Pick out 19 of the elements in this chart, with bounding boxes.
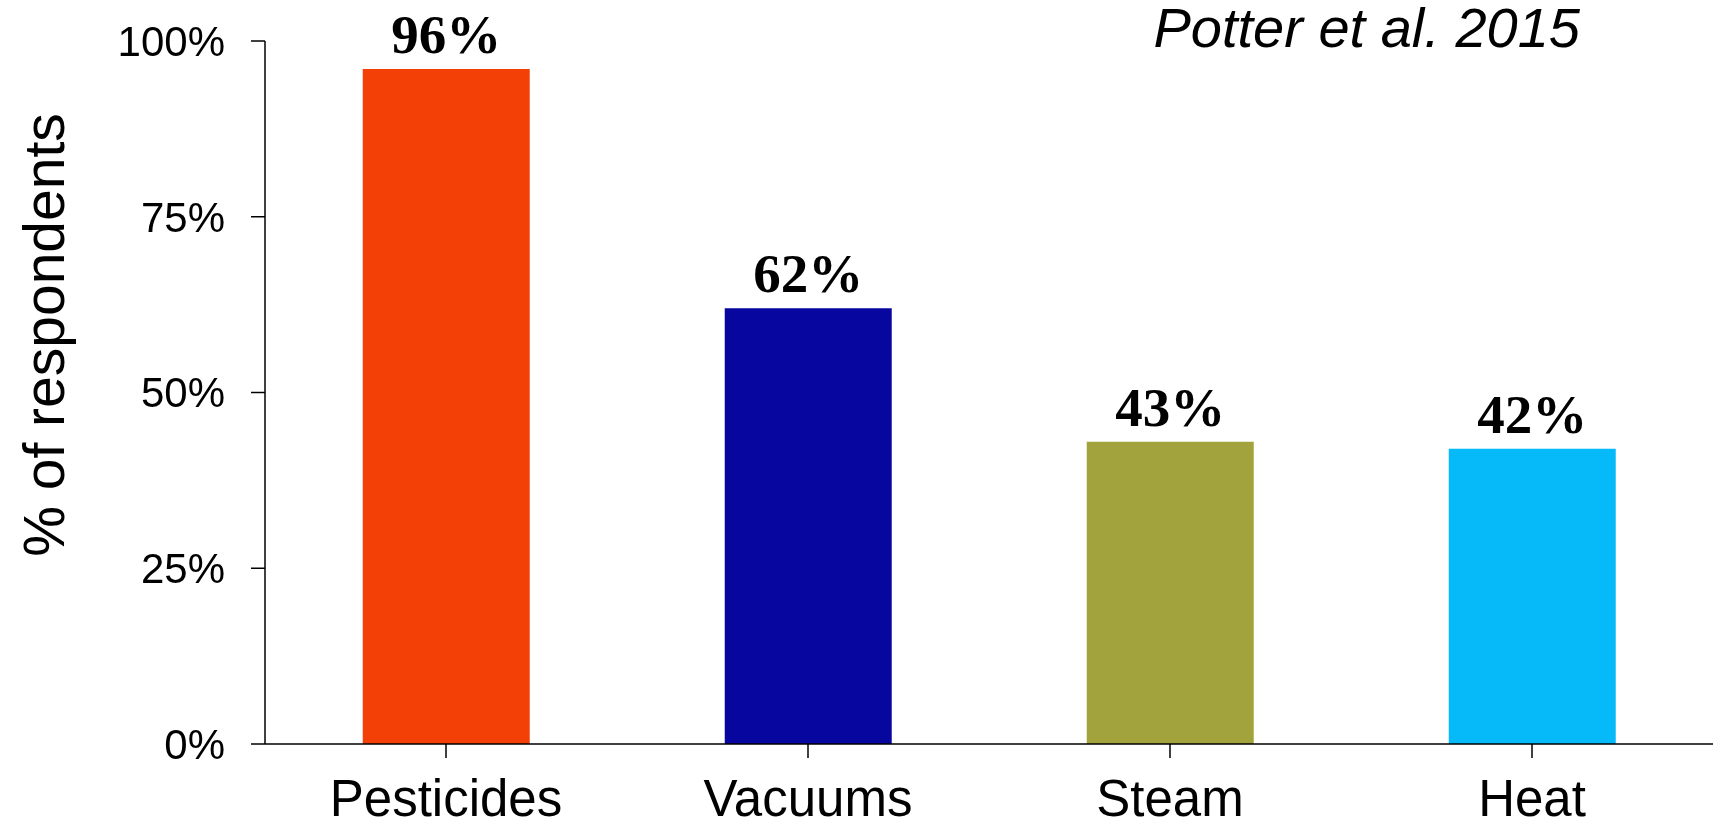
- data-label: 42%: [1477, 383, 1588, 445]
- y-tick-label: 50%: [140, 369, 225, 417]
- x-tick-label: Heat: [1478, 770, 1586, 828]
- y-axis-title: % of respondents: [12, 113, 76, 557]
- bar: [362, 69, 530, 744]
- y-tick-label: 25%: [140, 545, 225, 593]
- y-tick-label: 100%: [117, 17, 225, 65]
- x-tick-label: Pesticides: [329, 770, 563, 828]
- y-tick-label: 75%: [140, 193, 225, 241]
- data-label: 62%: [753, 243, 864, 305]
- bar: [1448, 448, 1616, 744]
- data-label: 43%: [1115, 376, 1226, 438]
- x-tick-label: Steam: [1096, 770, 1244, 828]
- y-tick-label: 0%: [164, 720, 225, 768]
- bar: [724, 308, 892, 744]
- data-label: 96%: [391, 4, 502, 66]
- x-tick-label: Vacuums: [703, 770, 913, 828]
- bar: [1086, 441, 1254, 744]
- annotation: Potter et al. 2015: [1153, 0, 1580, 59]
